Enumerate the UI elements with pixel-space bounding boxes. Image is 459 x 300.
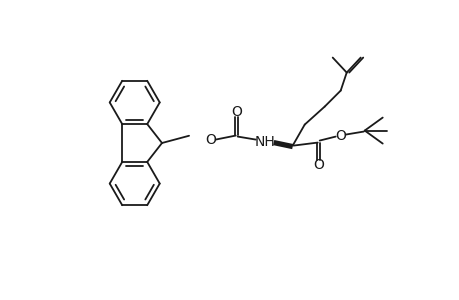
Text: NH: NH: [254, 135, 274, 148]
Text: O: O: [231, 105, 241, 118]
Text: O: O: [335, 129, 345, 142]
Text: O: O: [205, 133, 216, 147]
Text: O: O: [313, 158, 324, 172]
